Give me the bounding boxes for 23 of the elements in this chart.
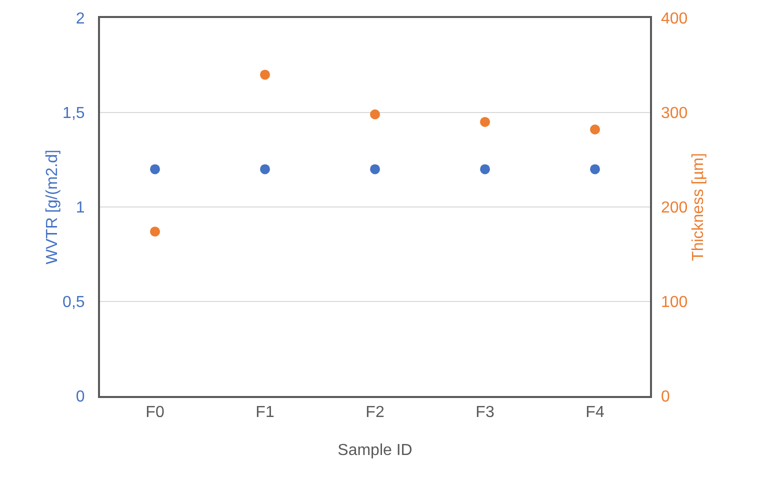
y2-tick-label: 400 — [661, 10, 688, 28]
point — [590, 124, 600, 135]
point — [260, 70, 270, 80]
y2-tick-label: 300 — [661, 105, 688, 122]
y2-tick-label: 0 — [661, 388, 670, 406]
y2-axis-title: Thickness [µm] — [690, 153, 707, 261]
point — [150, 226, 160, 237]
y-axis-title: WVTR [g/(m2.d] — [44, 150, 61, 264]
point — [480, 116, 490, 127]
y2-tick-label: 200 — [661, 200, 688, 217]
x-tick-label: F0 — [146, 404, 164, 422]
x-tick-label: F2 — [366, 404, 384, 422]
point — [370, 109, 380, 120]
y-tick-label: 0,5 — [62, 294, 85, 312]
y2-tick-label: 100 — [661, 294, 688, 312]
y-tick-label: 1 — [76, 200, 85, 217]
y-tick-label: 0 — [76, 388, 85, 406]
x-axis-title: Sample ID — [338, 442, 412, 459]
x-tick-label: F3 — [476, 404, 494, 422]
y-tick-label: 2 — [76, 10, 85, 28]
x-tick-label: F4 — [586, 404, 604, 422]
x-tick-label: F1 — [256, 404, 274, 422]
y-tick-label: 1,5 — [62, 105, 85, 122]
